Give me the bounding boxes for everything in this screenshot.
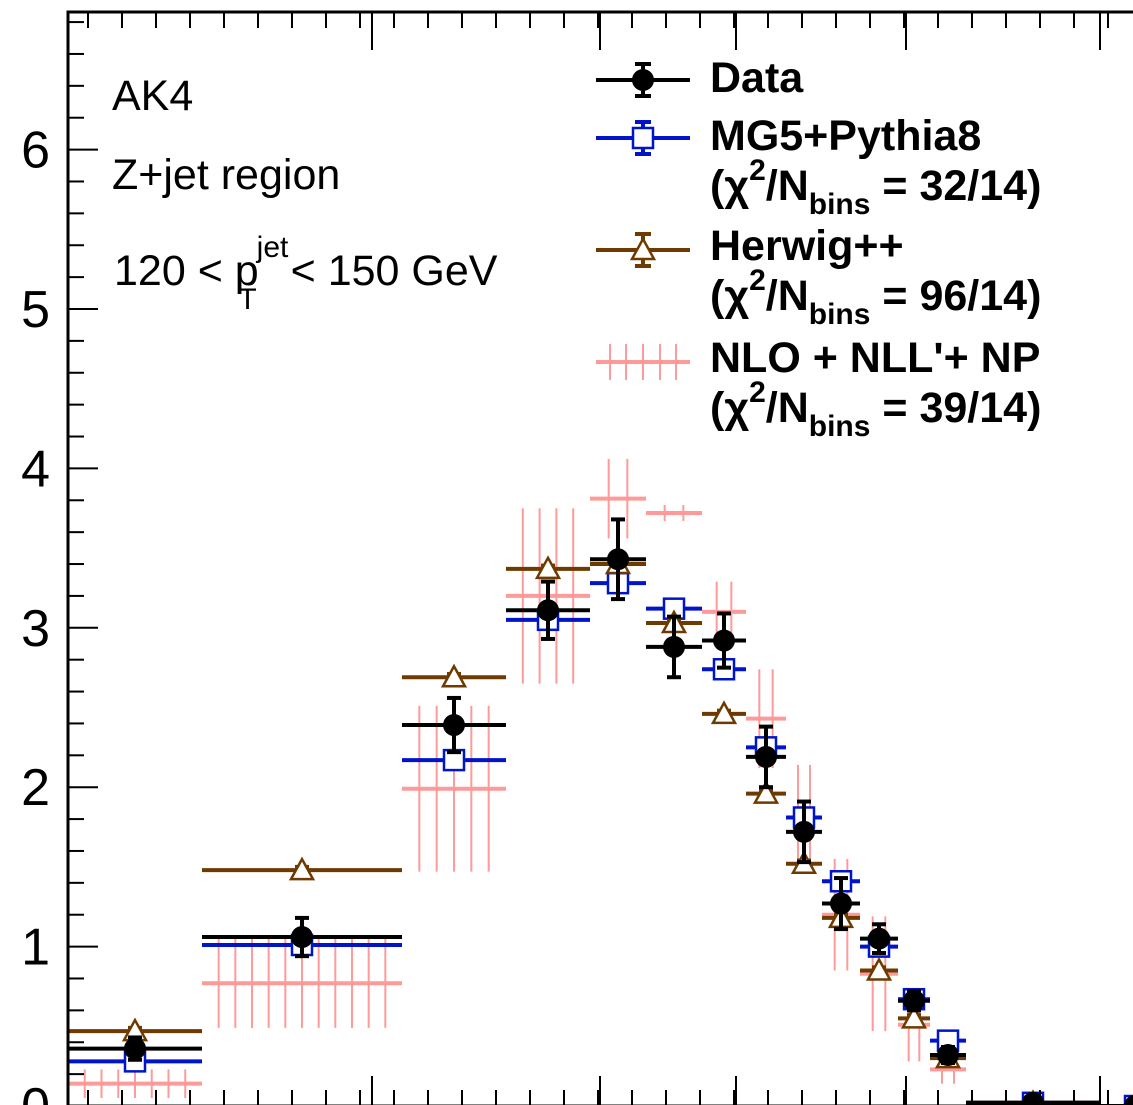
jet-algo-label: AK4: [112, 72, 193, 120]
legend-chi2-mg5: (χ2/Nbins = 32/14): [710, 154, 1041, 221]
data-point-3: [537, 599, 559, 622]
legend-marker-herwig: [596, 232, 690, 268]
data-point-10: [868, 927, 890, 950]
series-herwig: [68, 550, 1133, 1105]
plot-frame: [66, 10, 1133, 1105]
legend-marker-data: [596, 62, 690, 98]
data-point-13: [1022, 1091, 1044, 1105]
legend: Data MG5+Pythia8 (χ2/Nbins = 32/14) Herw…: [596, 54, 1041, 443]
herwig-point-11: [900, 1004, 928, 1029]
data-point-11: [903, 989, 925, 1012]
ytick-label-0: 0: [21, 1078, 50, 1105]
data-point-2: [443, 714, 465, 737]
herwig-point-1: [288, 856, 316, 881]
legend-label-herwig: Herwig++: [710, 222, 904, 270]
region-label: Z+jet region: [112, 151, 340, 199]
data-point-8: [793, 820, 815, 843]
ytick-label-4: 4: [21, 440, 50, 498]
ytick-label-5: 5: [21, 281, 50, 339]
herwig-point-2: [440, 663, 468, 688]
herwig-point-7: [752, 779, 780, 804]
legend-chi2-nlo: (χ2/Nbins = 39/14): [710, 376, 1041, 443]
data-point-7: [755, 745, 777, 768]
ytick-label-1: 1: [21, 919, 50, 977]
ytick-label-3: 3: [21, 600, 50, 658]
data-point-4: [607, 548, 629, 571]
y-axis-tick-labels: 0 1 2 3 4 5 6: [21, 122, 50, 1105]
data-point-14: [1124, 1095, 1133, 1105]
ytick-label-2: 2: [21, 759, 50, 817]
series-data: [68, 517, 1133, 1105]
data-point-12: [937, 1043, 959, 1066]
series-mg5-pythia8: [68, 571, 1133, 1105]
data-point-1: [291, 926, 313, 949]
herwig-point-6: [710, 700, 738, 725]
legend-marker-mg5: [596, 120, 690, 156]
pt-range-label: 120 < pjet T < 150 GeV: [114, 231, 498, 316]
legend-chi2-herwig: (χ2/Nbins = 96/14): [710, 264, 1041, 331]
series-nlo-band: [68, 458, 1133, 1105]
x-axis-ticks: [87, 12, 1109, 1105]
herwig-point-3: [534, 555, 562, 580]
data-point-9: [830, 892, 852, 915]
legend-label-nlo: NLO + NLL'+ NP: [710, 334, 1040, 382]
data-point-6: [713, 629, 735, 652]
herwig-point-10: [865, 956, 893, 981]
legend-marker-nlo: [596, 344, 690, 380]
y-axis-ticks: [68, 21, 98, 1076]
legend-label-mg5: MG5+Pythia8: [710, 112, 981, 160]
data-point-0: [124, 1037, 146, 1060]
ytick-label-6: 6: [21, 122, 50, 180]
data-point-5: [663, 635, 685, 658]
legend-label-data: Data: [710, 54, 804, 102]
